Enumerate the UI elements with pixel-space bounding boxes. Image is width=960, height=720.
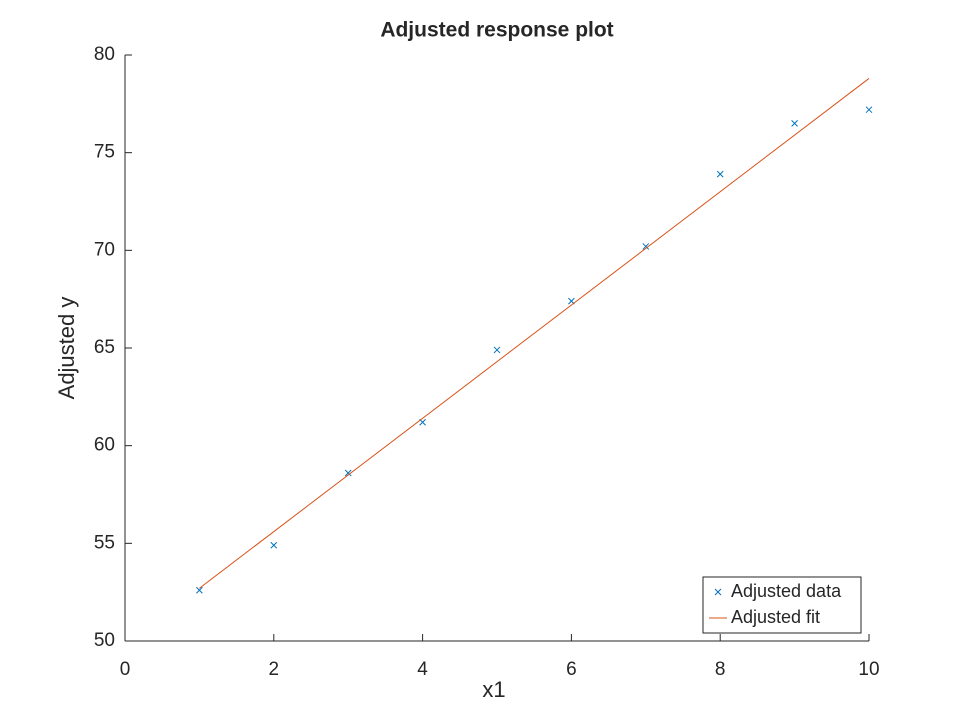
y-tick-label: 80 — [94, 44, 115, 65]
data-point — [270, 541, 278, 549]
x-tick-label: 4 — [417, 659, 428, 680]
data-point — [642, 243, 650, 250]
y-tick-label: 70 — [94, 239, 115, 260]
legend-label: Adjusted data — [731, 581, 842, 601]
chart-title: Adjusted response plot — [380, 19, 613, 42]
data-point — [344, 469, 352, 477]
data-point — [196, 586, 203, 594]
legend-swatch — [714, 588, 722, 596]
legend-box — [702, 576, 862, 634]
x-tick-label: 0 — [120, 659, 131, 680]
x-tick-label: 10 — [858, 659, 879, 680]
y-tick-label: 65 — [94, 337, 115, 358]
data-point — [493, 346, 501, 354]
data-point — [791, 120, 798, 127]
y-axis-label: Adjusted y — [54, 297, 79, 400]
x-axis-label: x1 — [482, 677, 505, 702]
x-tick-label: 6 — [566, 659, 577, 680]
y-tick-label: 50 — [94, 630, 115, 651]
legend-label: Adjusted fit — [731, 607, 820, 627]
x-tick-label: 2 — [269, 659, 280, 680]
x-tick-label: 8 — [715, 659, 726, 680]
data-point — [865, 106, 873, 114]
fit-line — [199, 78, 870, 589]
y-tick-label: 75 — [94, 142, 115, 163]
data-point — [716, 170, 724, 178]
y-tick-label: 60 — [94, 435, 115, 456]
y-tick-label: 55 — [94, 532, 115, 553]
